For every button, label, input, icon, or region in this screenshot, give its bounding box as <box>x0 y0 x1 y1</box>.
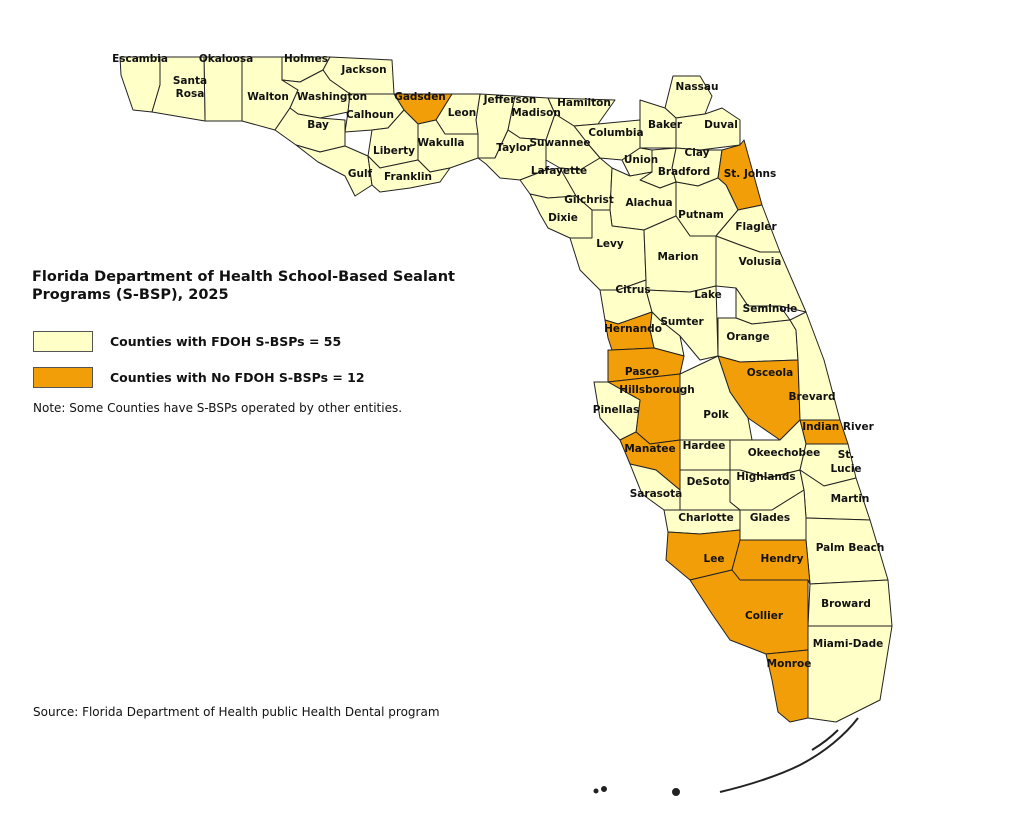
county-label-nassau: Nassau <box>676 81 719 93</box>
county-label-hardee: Hardee <box>683 440 726 452</box>
county-label-madison: Madison <box>511 107 561 119</box>
county-label-martin: Martin <box>831 493 870 505</box>
county-label-holmes: Holmes <box>284 53 328 65</box>
county-label-gadsden: Gadsden <box>394 91 446 103</box>
county-label-sarasota: Sarasota <box>630 488 682 500</box>
county-label-okeechobee: Okeechobee <box>748 447 821 459</box>
county-label-manatee: Manatee <box>624 443 675 455</box>
county-label-hendry: Hendry <box>761 553 804 565</box>
county-label-charlotte: Charlotte <box>678 512 733 524</box>
county-label-glades: Glades <box>750 512 790 524</box>
county-label-collier: Collier <box>745 610 784 622</box>
county-volusia <box>715 235 807 313</box>
county-label-sumter: Sumter <box>660 316 704 328</box>
legend-label-no-program: Counties with No FDOH S-BSPs = 12 <box>110 370 365 385</box>
county-label-pinellas: Pinellas <box>593 404 639 416</box>
county-okaloosa <box>203 56 243 122</box>
county-hernando <box>604 311 655 351</box>
county-label-dixie: Dixie <box>548 212 578 224</box>
county-label-monroe: Monroe <box>767 658 812 670</box>
florida-keys <box>593 717 859 796</box>
county-label-taylor: Taylor <box>496 142 532 154</box>
county-label-franklin: Franklin <box>384 171 432 183</box>
county-label-flagler: Flagler <box>735 221 777 233</box>
county-label-okaloosa: Okaloosa <box>199 53 253 65</box>
county-label-hernando: Hernando <box>604 323 662 335</box>
county-label-wakulla: Wakulla <box>417 137 464 149</box>
key-islet-2 <box>593 788 599 794</box>
county-label-calhoun: Calhoun <box>346 109 394 121</box>
county-label-bay: Bay <box>307 119 329 131</box>
legend-item-no-program: Counties with No FDOH S-BSPs = 12 <box>33 367 365 388</box>
county-label-palm-beach: Palm Beach <box>816 542 885 554</box>
county-label-gilchrist: Gilchrist <box>564 194 614 206</box>
county-label-washington: Washington <box>297 91 367 103</box>
county-label-leon: Leon <box>448 107 477 119</box>
county-label-liberty: Liberty <box>373 145 415 157</box>
county-label-santa-rosa: Santa Rosa <box>173 75 207 100</box>
county-label-desoto: DeSoto <box>687 476 730 488</box>
legend-label-with-program: Counties with FDOH S-BSPs = 55 <box>110 334 342 349</box>
county-labels: Escambia Okaloosa Santa Rosa Holmes Jackson Wa… <box>112 53 884 670</box>
county-label-miami-dade: Miami-Dade <box>813 638 883 650</box>
county-label-hamilton: Hamilton <box>557 97 611 109</box>
county-label-levy: Levy <box>596 238 624 250</box>
county-label-st-johns: St. Johns <box>724 168 777 180</box>
county-label-seminole: Seminole <box>743 303 798 315</box>
county-label-lake: Lake <box>694 289 722 301</box>
county-label-bradford: Bradford <box>658 166 710 178</box>
key-island-0 <box>719 717 859 793</box>
county-label-columbia: Columbia <box>588 127 643 139</box>
map-note: Note: Some Counties have S-BSPs operated… <box>33 401 403 415</box>
county-label-baker: Baker <box>648 119 683 131</box>
map-title: Florida Department of Health School-Base… <box>32 269 455 303</box>
county-shapes <box>119 56 893 723</box>
county-franklin <box>367 155 451 193</box>
map-source: Source: Florida Department of Health pub… <box>33 705 440 719</box>
county-label-orange: Orange <box>726 331 769 343</box>
county-label-union: Union <box>624 154 658 166</box>
county-label-citrus: Citrus <box>615 284 650 296</box>
county-label-jackson: Jackson <box>340 64 386 76</box>
county-label-putnam: Putnam <box>678 209 724 221</box>
county-label-jefferson: Jefferson <box>483 94 537 106</box>
county-monroe <box>765 649 809 723</box>
county-santa-rosa <box>151 56 206 122</box>
county-label-suwannee: Suwannee <box>529 137 590 149</box>
legend-swatch-with-program <box>33 331 93 352</box>
county-label-volusia: Volusia <box>739 256 782 268</box>
county-label-marion: Marion <box>657 251 698 263</box>
county-label-alachua: Alachua <box>625 197 672 209</box>
county-label-lee: Lee <box>704 553 725 565</box>
county-label-gulf: Gulf <box>348 168 373 180</box>
legend-swatch-no-program <box>33 367 93 388</box>
county-label-st-lucie: St. Lucie <box>830 449 861 475</box>
county-label-polk: Polk <box>703 409 730 421</box>
county-label-lafayette: Lafayette <box>531 165 587 177</box>
county-label-highlands: Highlands <box>736 471 795 483</box>
county-label-duval: Duval <box>704 119 738 131</box>
county-label-escambia: Escambia <box>112 53 168 65</box>
county-label-osceola: Osceola <box>747 367 793 379</box>
county-label-hillsborough: Hillsborough <box>619 384 694 396</box>
key-islet-1 <box>601 786 607 792</box>
county-label-brevard: Brevard <box>789 391 836 403</box>
county-label-pasco: Pasco <box>625 366 659 378</box>
key-islet-0 <box>672 788 680 796</box>
county-label-indian-river: Indian River <box>802 421 874 433</box>
county-label-walton: Walton <box>247 91 289 103</box>
legend-item-with-program: Counties with FDOH S-BSPs = 55 <box>33 331 341 352</box>
county-label-broward: Broward <box>821 598 871 610</box>
county-label-clay: Clay <box>685 147 710 159</box>
key-island-1 <box>811 729 839 751</box>
